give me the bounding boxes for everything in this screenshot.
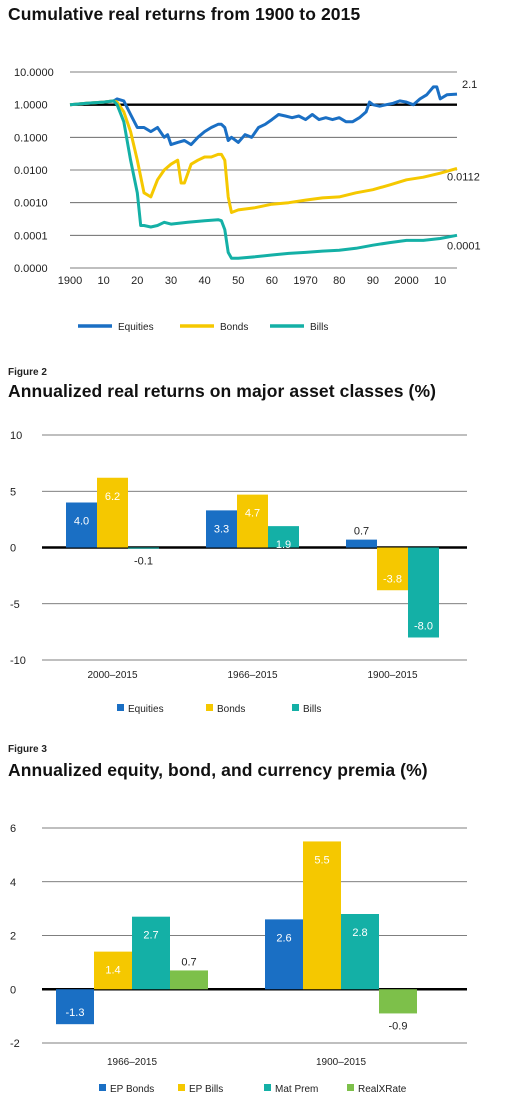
fig2-legend-label: Equities: [128, 704, 164, 715]
fig3-title: Annualized equity, bond, and currency pr…: [8, 760, 428, 780]
fig3-legend-label: EP Bonds: [110, 1084, 154, 1095]
fig2-y-tick: 5: [10, 486, 16, 498]
fig3-data-label: 5.5: [314, 854, 329, 866]
fig2-y-tick: -10: [10, 655, 26, 667]
fig2-legend-label: Bonds: [217, 704, 245, 715]
fig3-data-label: 2.8: [352, 927, 367, 939]
fig1-x-tick: 30: [165, 275, 177, 287]
fig2-bar-bonds: [377, 547, 408, 591]
fig2-category-label: 1966–2015: [227, 670, 277, 681]
fig1-x-tick: 90: [367, 275, 379, 287]
fig3-legend-swatch: [347, 1084, 354, 1091]
fig3-bar-realxrate: [379, 989, 417, 1014]
fig2-legend-swatch: [292, 704, 299, 711]
fig2-data-label: 3.3: [214, 523, 229, 535]
fig2-data-label: 6.2: [105, 491, 120, 503]
fig1-legend-label: Bills: [310, 322, 328, 333]
fig1-y-tick: 0.0000: [14, 263, 48, 275]
fig1-end-label: 2.1: [462, 79, 477, 91]
fig3-legend-label: EP Bills: [189, 1084, 223, 1095]
fig1-title: Cumulative real returns from 1900 to 201…: [8, 4, 361, 24]
fig1-y-tick: 10.0000: [14, 67, 54, 79]
fig1-x-tick: 1900: [58, 275, 82, 287]
fig3-bar-mat-prem: [341, 914, 379, 990]
fig1-end-label: 0.0112: [447, 171, 480, 183]
fig2-chart: 10 5 0 -5 -10 4.0 6.2 -0.1 2000–2015 3.3 4.7 1.9 196…: [10, 430, 467, 715]
fig1-x-tick: 50: [232, 275, 244, 287]
fig1-y-tick: 0.1000: [14, 132, 48, 144]
fig3-legend-swatch: [99, 1084, 106, 1091]
fig1-series-line-bonds: [69, 99, 458, 214]
fig2-legend-swatch: [206, 704, 213, 711]
fig2-data-label: -3.8: [383, 573, 402, 585]
fig3-y-tick: 6: [10, 823, 16, 835]
fig3-bar-ep-bills: [303, 841, 341, 990]
fig3-chart: 6 4 2 0 -2 -1.3 1.4 2.7 0.7 1966–2015 2.6 5.5 2.8 -0.…: [10, 823, 467, 1095]
fig1-x-tick: 10: [98, 275, 110, 287]
fig3-legend-swatch: [264, 1084, 271, 1091]
fig1-legend-label: Bonds: [220, 322, 248, 333]
fig1-x-tick: 40: [198, 275, 210, 287]
fig3-legend-label: Mat Prem: [275, 1084, 318, 1095]
fig3-bar-ep-bonds: [56, 989, 94, 1025]
fig1-y-tick: 0.0010: [14, 198, 48, 210]
fig3-y-tick: 2: [10, 931, 16, 943]
fig3-data-label: -0.9: [389, 1020, 408, 1032]
fig3-legend-label: RealXRate: [358, 1084, 407, 1095]
fig2-data-label: 4.7: [245, 508, 260, 520]
fig2-bar-bills: [408, 547, 439, 638]
fig2-data-label: 0.7: [354, 526, 369, 538]
fig1-chart: 10.0000 1.0000 0.1000 0.0100 0.0010 0.0001 0.0…: [14, 67, 481, 333]
fig3-data-label: 2.7: [143, 930, 158, 942]
fig3-bar-ep-bills: [94, 951, 132, 990]
fig2-category-label: 1900–2015: [367, 670, 417, 681]
fig1-x-tick: 1970: [293, 275, 317, 287]
fig1-y-tick: 0.0100: [14, 165, 48, 177]
fig1-x-tick: 60: [266, 275, 278, 287]
fig2-data-label: -0.1: [134, 556, 153, 568]
fig2-legend-label: Bills: [303, 704, 321, 715]
fig2-bar-equities: [206, 510, 237, 548]
fig2-bar-bonds: [97, 477, 128, 548]
fig2-category-label: 2000–2015: [87, 670, 137, 681]
fig3-y-tick: -2: [10, 1038, 20, 1050]
fig2-bar-bills: [268, 526, 299, 548]
fig1-end-label: 0.0001: [447, 240, 481, 252]
fig2-y-tick: -5: [10, 599, 20, 611]
fig3-label: Figure 3: [8, 744, 47, 755]
fig2-legend-swatch: [117, 704, 124, 711]
fig2-bar-bonds: [237, 494, 268, 548]
fig2-data-label: -8.0: [414, 621, 433, 633]
fig2-y-tick: 0: [10, 543, 16, 555]
fig3-bar-mat-prem: [132, 916, 170, 990]
fig1-x-tick: 80: [333, 275, 345, 287]
fig1-series-line-equities: [69, 85, 458, 147]
fig3-data-label: 1.4: [105, 965, 120, 977]
fig3-y-tick: 4: [10, 877, 16, 889]
fig2-bar-equities: [66, 502, 97, 548]
fig2-title: Annualized real returns on major asset c…: [8, 381, 437, 401]
fig2-y-tick: 10: [10, 430, 22, 442]
fig1-x-tick: 20: [131, 275, 143, 287]
fig2-label: Figure 2: [8, 367, 47, 378]
fig3-bar-ep-bonds: [265, 919, 303, 990]
fig1-series-line-bills: [69, 99, 458, 260]
fig2-bar-bills: [128, 547, 159, 549]
fig2-bar-equities: [346, 539, 377, 548]
fig3-category-label: 1900–2015: [316, 1057, 366, 1068]
fig2-data-label: 1.9: [276, 539, 291, 551]
fig1-x-tick: 2000: [394, 275, 418, 287]
fig3-data-label: 2.6: [276, 932, 291, 944]
fig3-y-tick: 0: [10, 984, 16, 996]
fig1-y-tick: 1.0000: [14, 100, 48, 112]
fig3-data-label: 0.7: [181, 956, 196, 968]
fig2-data-label: 4.0: [74, 516, 89, 528]
fig1-x-tick: 10: [434, 275, 446, 287]
fig3-category-label: 1966–2015: [107, 1057, 157, 1068]
fig3-bar-realxrate: [170, 970, 208, 990]
fig3-data-label: -1.3: [66, 1007, 85, 1019]
fig1-legend-label: Equities: [118, 322, 154, 333]
fig3-legend-swatch: [178, 1084, 185, 1091]
fig1-y-tick: 0.0001: [14, 230, 48, 242]
